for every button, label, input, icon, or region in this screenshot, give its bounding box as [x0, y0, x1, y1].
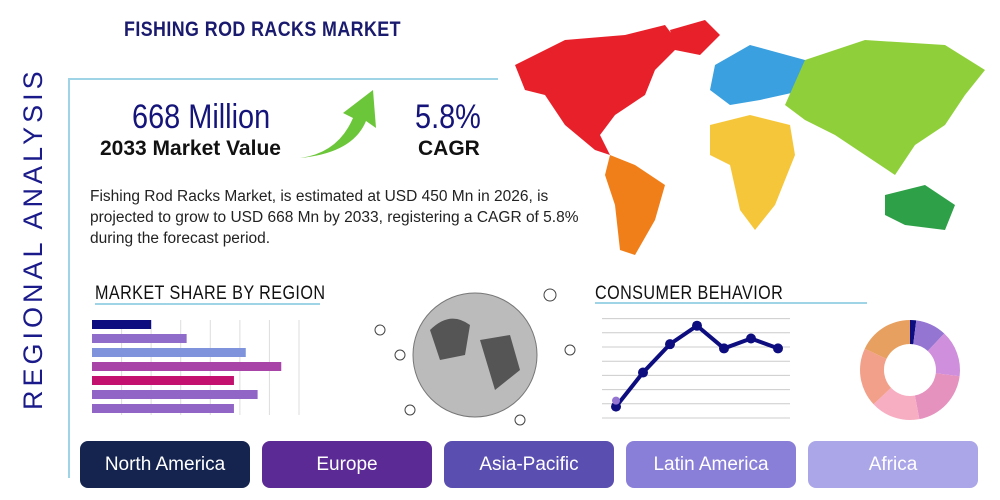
- line-point: [746, 333, 756, 344]
- cagr-value: 5.8%: [415, 98, 481, 136]
- market-value-label: 2033 Market Value: [100, 137, 281, 160]
- globe-network-image: [374, 288, 576, 426]
- cagr-label: CAGR: [418, 137, 480, 160]
- bar: [92, 404, 234, 413]
- line-point: [665, 339, 675, 350]
- bar: [92, 362, 282, 371]
- region-button-africa[interactable]: Africa: [808, 441, 978, 488]
- line-point: [692, 320, 702, 331]
- growth-arrow-icon: [300, 90, 376, 158]
- region-button-latin-america[interactable]: Latin America: [626, 441, 796, 488]
- bar: [92, 320, 152, 329]
- donut-slice: [914, 373, 960, 420]
- side-label: REGIONAL ANALYSIS: [18, 67, 48, 410]
- line-point: [773, 343, 783, 354]
- divider: [95, 303, 320, 305]
- region-button-europe[interactable]: Europe: [262, 441, 432, 488]
- donut-slice: [860, 348, 892, 405]
- donut-slice: [873, 387, 920, 420]
- market-share-chart: [92, 320, 300, 415]
- bar: [92, 390, 258, 399]
- description: Fishing Rod Racks Market, is estimated a…: [90, 188, 579, 247]
- line-point-marker: [612, 396, 620, 405]
- line-point: [638, 367, 648, 378]
- bar: [92, 334, 187, 343]
- bar: [92, 376, 234, 385]
- region-button-north-america[interactable]: North America: [80, 441, 250, 488]
- donut-slice: [927, 333, 960, 377]
- consumer-heading: CONSUMER BEHAVIOR: [595, 283, 784, 304]
- content-frame: [68, 78, 498, 478]
- market-value: 668 Million: [132, 98, 271, 136]
- donut-slice: [910, 320, 917, 345]
- world-map: [515, 20, 985, 255]
- bar: [92, 348, 246, 357]
- divider: [595, 302, 867, 304]
- region-button-asia-pacific[interactable]: Asia-Pacific: [444, 441, 614, 488]
- consumer-line-chart: [602, 318, 790, 419]
- page-title: FISHING ROD RACKS MARKET: [124, 18, 401, 41]
- market-share-heading: MARKET SHARE BY REGION: [95, 283, 326, 304]
- donut-slice: [913, 320, 945, 352]
- line-point: [719, 343, 729, 354]
- line-point: [611, 401, 621, 412]
- consumer-donut-chart: [860, 320, 960, 420]
- donut-slice: [864, 320, 910, 359]
